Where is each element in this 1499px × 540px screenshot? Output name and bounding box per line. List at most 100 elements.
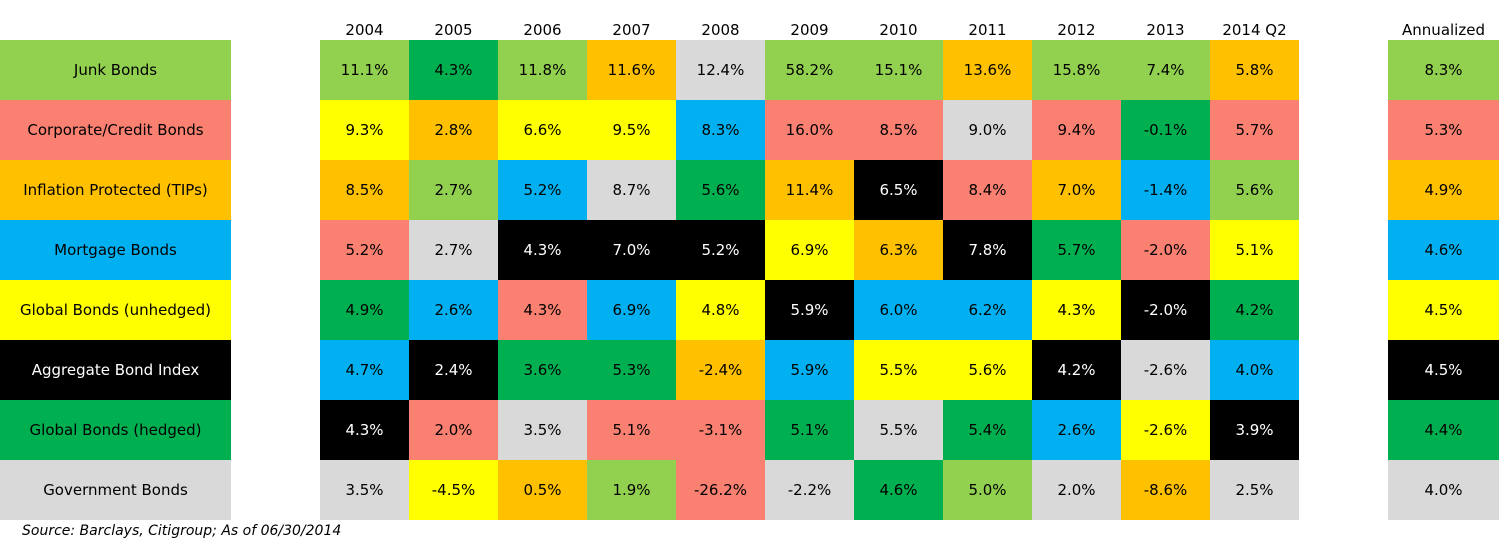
return-cell: -2.6% — [1121, 400, 1210, 460]
annualized-cell: 8.3% — [1388, 40, 1499, 100]
return-cell: -1.4% — [1121, 160, 1210, 220]
return-cell: 3.5% — [498, 400, 587, 460]
category-label: Global Bonds (unhedged) — [0, 280, 231, 340]
year-header: 2013 — [1146, 21, 1185, 39]
category-label: Junk Bonds — [0, 40, 231, 100]
return-cell: 4.6% — [854, 460, 943, 520]
return-cell: -4.5% — [409, 460, 498, 520]
return-cell: 8.3% — [676, 100, 765, 160]
category-label: Aggregate Bond Index — [0, 340, 231, 400]
return-cell: 5.7% — [1032, 220, 1121, 280]
return-cell: 1.9% — [587, 460, 676, 520]
annualized-cell: 4.5% — [1388, 340, 1499, 400]
return-cell: -26.2% — [676, 460, 765, 520]
return-cell: 5.1% — [587, 400, 676, 460]
return-cell: 7.8% — [943, 220, 1032, 280]
return-cell: 7.0% — [587, 220, 676, 280]
return-cell: 5.1% — [765, 400, 854, 460]
return-cell: 2.6% — [1032, 400, 1121, 460]
return-cell: 5.4% — [943, 400, 1032, 460]
return-cell: 7.4% — [1121, 40, 1210, 100]
return-cell: 4.3% — [498, 280, 587, 340]
return-cell: 11.4% — [765, 160, 854, 220]
return-cell: 2.4% — [409, 340, 498, 400]
return-cell: 5.0% — [943, 460, 1032, 520]
return-cell: 4.3% — [498, 220, 587, 280]
return-cell: 12.4% — [676, 40, 765, 100]
return-cell: 2.6% — [409, 280, 498, 340]
return-cell: -2.0% — [1121, 220, 1210, 280]
return-cell: 5.6% — [676, 160, 765, 220]
return-cell: 58.2% — [765, 40, 854, 100]
category-label: Mortgage Bonds — [0, 220, 231, 280]
return-cell: 15.8% — [1032, 40, 1121, 100]
annualized-cell: 4.5% — [1388, 280, 1499, 340]
return-cell: 5.7% — [1210, 100, 1299, 160]
return-cell: 5.5% — [854, 340, 943, 400]
return-cell: 6.5% — [854, 160, 943, 220]
return-cell: 15.1% — [854, 40, 943, 100]
return-cell: -2.6% — [1121, 340, 1210, 400]
return-cell: 6.2% — [943, 280, 1032, 340]
return-cell: -2.0% — [1121, 280, 1210, 340]
return-cell: 3.6% — [498, 340, 587, 400]
return-cell: 6.9% — [765, 220, 854, 280]
return-cell: 8.7% — [587, 160, 676, 220]
return-cell: 4.2% — [1210, 280, 1299, 340]
return-cell: -2.4% — [676, 340, 765, 400]
return-cell: 2.7% — [409, 160, 498, 220]
return-cell: -0.1% — [1121, 100, 1210, 160]
return-cell: 8.5% — [320, 160, 409, 220]
return-cell: 4.3% — [1032, 280, 1121, 340]
annualized-cell: 4.6% — [1388, 220, 1499, 280]
return-cell: 5.1% — [1210, 220, 1299, 280]
return-cell: 5.9% — [765, 280, 854, 340]
return-cell: 5.5% — [854, 400, 943, 460]
year-header: 2014 Q2 — [1222, 21, 1287, 39]
category-label: Inflation Protected (TIPs) — [0, 160, 231, 220]
return-cell: 2.0% — [409, 400, 498, 460]
year-header: 2010 — [879, 21, 918, 39]
category-label: Corporate/Credit Bonds — [0, 100, 231, 160]
category-label: Government Bonds — [0, 460, 231, 520]
return-cell: 5.8% — [1210, 40, 1299, 100]
return-cell: 4.9% — [320, 280, 409, 340]
return-cell: 9.4% — [1032, 100, 1121, 160]
return-cell: 7.0% — [1032, 160, 1121, 220]
return-cell: 11.6% — [587, 40, 676, 100]
return-cell: 5.6% — [1210, 160, 1299, 220]
return-cell: 0.5% — [498, 460, 587, 520]
return-cell: 2.8% — [409, 100, 498, 160]
return-cell: 11.1% — [320, 40, 409, 100]
return-cell: -2.2% — [765, 460, 854, 520]
year-header: 2006 — [523, 21, 562, 39]
return-cell: 4.3% — [320, 400, 409, 460]
year-header: 2005 — [434, 21, 473, 39]
return-cell: 8.5% — [854, 100, 943, 160]
return-cell: 6.3% — [854, 220, 943, 280]
return-cell: 5.2% — [676, 220, 765, 280]
year-header: 2004 — [345, 21, 384, 39]
year-header: 2008 — [701, 21, 740, 39]
year-header: 2011 — [968, 21, 1007, 39]
annualized-cell: 4.9% — [1388, 160, 1499, 220]
return-cell: 5.6% — [943, 340, 1032, 400]
return-cell: 4.2% — [1032, 340, 1121, 400]
year-header: 2009 — [790, 21, 829, 39]
year-header: 2012 — [1057, 21, 1096, 39]
return-cell: 2.0% — [1032, 460, 1121, 520]
return-cell: 6.6% — [498, 100, 587, 160]
return-cell: 6.9% — [587, 280, 676, 340]
category-label: Global Bonds (hedged) — [0, 400, 231, 460]
return-cell: 4.3% — [409, 40, 498, 100]
return-cell: 4.8% — [676, 280, 765, 340]
return-cell: 16.0% — [765, 100, 854, 160]
annualized-cell: 4.0% — [1388, 460, 1499, 520]
return-cell: 5.3% — [587, 340, 676, 400]
return-cell: 8.4% — [943, 160, 1032, 220]
annualized-cell: 5.3% — [1388, 100, 1499, 160]
return-cell: 5.2% — [498, 160, 587, 220]
return-cell: 13.6% — [943, 40, 1032, 100]
return-cell: 6.0% — [854, 280, 943, 340]
return-cell: 5.9% — [765, 340, 854, 400]
